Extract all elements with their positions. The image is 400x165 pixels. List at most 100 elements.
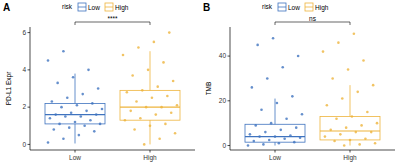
legend-swatch — [305, 3, 313, 11]
legend-label: Low — [88, 4, 100, 11]
x-axis-line — [30, 150, 195, 151]
point — [51, 100, 54, 103]
y-axis-label: TMB — [205, 82, 212, 96]
legend: riskLowHigh — [262, 3, 329, 12]
y-tick-label: 40 — [219, 52, 227, 59]
significance-label: ns — [309, 15, 317, 22]
point — [131, 74, 134, 77]
x-tick-label: Low — [269, 154, 281, 161]
point — [129, 110, 132, 113]
y-axis-line — [30, 27, 31, 150]
point — [174, 132, 177, 135]
point — [341, 97, 344, 100]
legend-swatch-line — [105, 7, 113, 8]
y-tick — [28, 107, 31, 108]
point — [60, 106, 63, 109]
y-tick — [28, 144, 31, 145]
box — [320, 116, 380, 139]
x-tick — [150, 150, 151, 153]
legend-title: risk — [262, 3, 273, 10]
point — [376, 122, 379, 125]
point — [139, 117, 142, 120]
point — [122, 54, 125, 57]
significance-bracket — [75, 22, 150, 25]
point — [283, 138, 286, 141]
point — [249, 133, 252, 136]
point — [62, 50, 65, 53]
point — [335, 117, 338, 120]
point — [70, 111, 73, 114]
point — [126, 91, 129, 94]
point — [79, 115, 82, 118]
point — [279, 129, 282, 132]
legend-swatch-line — [278, 7, 286, 8]
point — [62, 138, 65, 141]
point — [153, 41, 156, 44]
legend: riskLowHigh — [62, 3, 129, 12]
point — [281, 66, 284, 69]
legend-swatch — [78, 3, 86, 11]
point — [133, 128, 136, 131]
point — [89, 119, 92, 122]
point — [358, 143, 361, 146]
y-tick — [228, 100, 231, 101]
point — [374, 142, 377, 145]
point — [164, 123, 167, 126]
point — [176, 104, 179, 107]
box — [45, 103, 105, 124]
whisker-low — [150, 120, 151, 144]
point — [251, 86, 254, 89]
significance-bracket — [275, 22, 350, 25]
point — [74, 121, 77, 124]
y-tick-label: 2 — [22, 103, 26, 110]
panel: AriskLowHigh0246LowHighPD-L1 Expr**** — [3, 2, 195, 162]
point — [143, 143, 146, 146]
panel-label: A — [3, 2, 10, 13]
legend-swatch-line — [305, 7, 313, 8]
point — [166, 95, 169, 98]
x-tick — [350, 150, 351, 153]
point — [76, 104, 79, 107]
whisker-low — [75, 124, 76, 144]
point — [66, 97, 69, 100]
legend-swatch-line — [78, 7, 86, 8]
point — [147, 69, 150, 72]
x-tick-label: Low — [69, 154, 81, 161]
y-tick — [228, 145, 231, 146]
x-tick — [275, 150, 276, 153]
point — [366, 111, 369, 114]
point — [345, 126, 348, 129]
y-axis-line — [230, 27, 231, 150]
point — [47, 59, 50, 62]
point — [68, 126, 71, 129]
box — [245, 124, 305, 142]
y-tick-label: 20 — [219, 97, 227, 104]
point — [326, 104, 329, 107]
point — [49, 117, 52, 120]
median — [245, 136, 305, 137]
point — [83, 124, 86, 127]
point — [168, 31, 171, 34]
y-tick-label: 6 — [22, 29, 26, 36]
point — [291, 95, 294, 98]
x-tick-label: High — [143, 154, 157, 162]
point — [101, 108, 104, 111]
y-axis-label: PD-L1 Expr — [5, 71, 13, 105]
whisker-high — [150, 51, 151, 90]
point — [137, 46, 140, 49]
plot-marks — [245, 32, 380, 146]
y-tick-label: 0 — [22, 141, 26, 148]
point — [247, 144, 250, 147]
panel: BriskLowHigh02040LowHighTMBns — [203, 2, 395, 162]
plot-marks — [45, 31, 180, 145]
point — [260, 108, 263, 111]
whisker-low — [350, 140, 351, 146]
point — [322, 50, 325, 53]
point — [301, 113, 304, 116]
point — [154, 113, 157, 116]
point — [353, 32, 356, 35]
point — [297, 55, 300, 58]
point — [97, 87, 100, 90]
figure: AriskLowHigh0246LowHighPD-L1 Expr****Bri… — [0, 0, 400, 165]
legend-label: High — [115, 4, 129, 12]
